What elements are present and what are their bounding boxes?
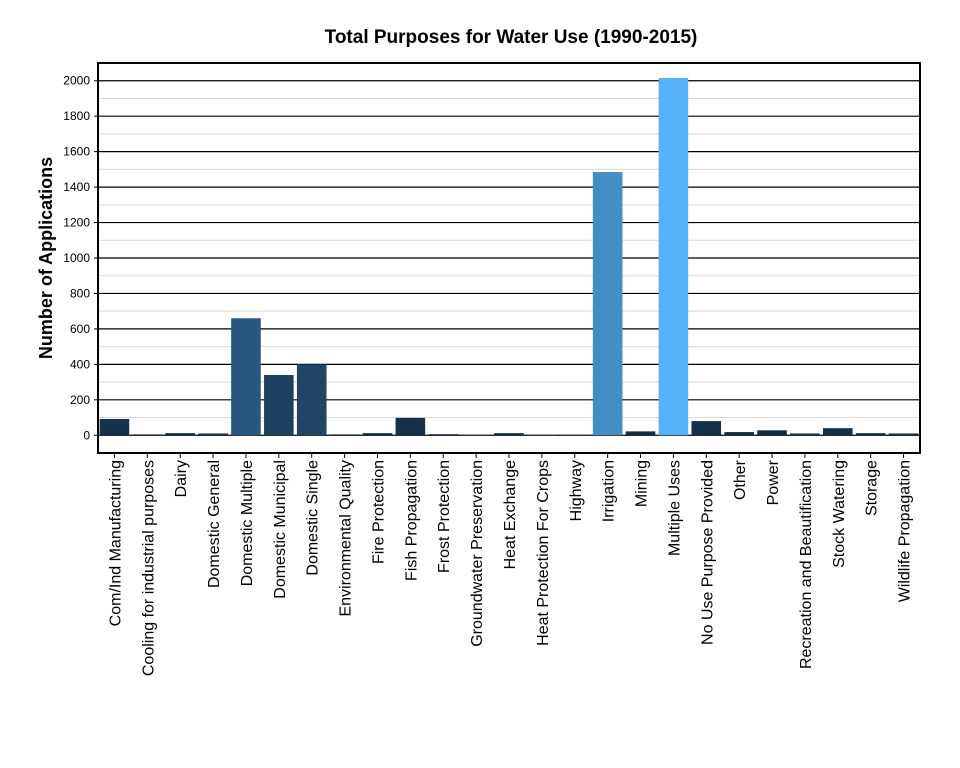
y-tick-label: 200: [70, 393, 90, 407]
bar: [264, 375, 294, 436]
x-tick-label: Groundwater Preservation: [469, 460, 486, 647]
bar: [658, 78, 689, 436]
x-tick-label: Domestic Multiple: [239, 460, 256, 586]
bar: [757, 430, 787, 436]
bar: [625, 431, 656, 436]
x-tick-label: Wildlife Propagation: [897, 460, 914, 602]
x-tick-label: Domestic Single: [305, 460, 322, 576]
bar: [494, 433, 524, 436]
x-tick-label: Dairy: [173, 460, 190, 497]
bar: [790, 433, 820, 436]
y-tick-label: 2000: [63, 74, 90, 88]
x-tick-label: Cooling for industrial purposes: [140, 460, 157, 676]
bar: [329, 434, 360, 436]
bar: [231, 318, 261, 436]
bar: [395, 417, 426, 436]
x-tick-label: Other: [732, 459, 749, 500]
y-tick-label: 1600: [63, 145, 90, 159]
x-tick-label: Frost Protection: [436, 460, 453, 573]
bar: [428, 434, 459, 436]
x-tick-label: Environmental Quality: [338, 460, 355, 617]
x-tick-label: Mining: [634, 460, 651, 507]
x-tick-label: Multiple Uses: [666, 460, 683, 556]
x-axis: Com/Ind Manufacturing Cooling for industr…: [107, 453, 914, 676]
bar: [559, 434, 590, 436]
chart-title: Total Purposes for Water Use (1990-2015): [325, 27, 698, 48]
y-axis-label: Number of Applications: [36, 157, 56, 359]
bar: [823, 428, 853, 436]
x-tick-label: Irrigation: [601, 460, 618, 522]
x-tick-label: Com/Ind Manufacturing: [107, 460, 124, 626]
x-tick-label: Storage: [864, 460, 881, 516]
bar: [724, 432, 754, 436]
x-tick-label: Fire Protection: [370, 460, 387, 564]
bar: [691, 421, 722, 436]
x-tick-label: Fish Propagation: [403, 460, 420, 581]
y-axis: 0 200 400 600 800 1000 1200 1400 1600 1800 2000: [63, 74, 98, 442]
x-tick-label: Stock Watering: [831, 460, 848, 568]
bar: [296, 364, 327, 436]
x-tick-label: Recreation and Beautification: [798, 460, 815, 669]
y-tick-label: 1800: [63, 109, 90, 123]
bar: [198, 433, 228, 436]
y-tick-label: 0: [83, 428, 90, 442]
bar: [592, 172, 623, 436]
bar: [855, 433, 886, 436]
x-tick-label: No Use Purpose Provided: [699, 460, 716, 645]
x-tick-label: Highway: [568, 460, 585, 521]
bar: [99, 418, 130, 436]
x-tick-label: Heat Protection For Crops: [535, 460, 552, 646]
y-tick-label: 1400: [63, 180, 90, 194]
y-tick-label: 1000: [63, 251, 90, 265]
y-tick-label: 600: [70, 322, 90, 336]
bar: [888, 433, 919, 436]
bar: [132, 434, 163, 436]
x-tick-label: Domestic General: [206, 460, 223, 588]
y-tick-label: 1200: [63, 216, 90, 230]
bar: [362, 433, 393, 436]
x-tick-label: Heat Exchange: [502, 460, 519, 570]
bar: [165, 433, 195, 436]
bars: [99, 78, 919, 436]
y-tick-label: 800: [70, 286, 90, 300]
bar: [527, 434, 557, 436]
bar: [461, 434, 491, 436]
y-tick-label: 400: [70, 357, 90, 371]
x-tick-label: Domestic Municipal: [272, 460, 289, 599]
x-tick-label: Power: [765, 459, 782, 505]
